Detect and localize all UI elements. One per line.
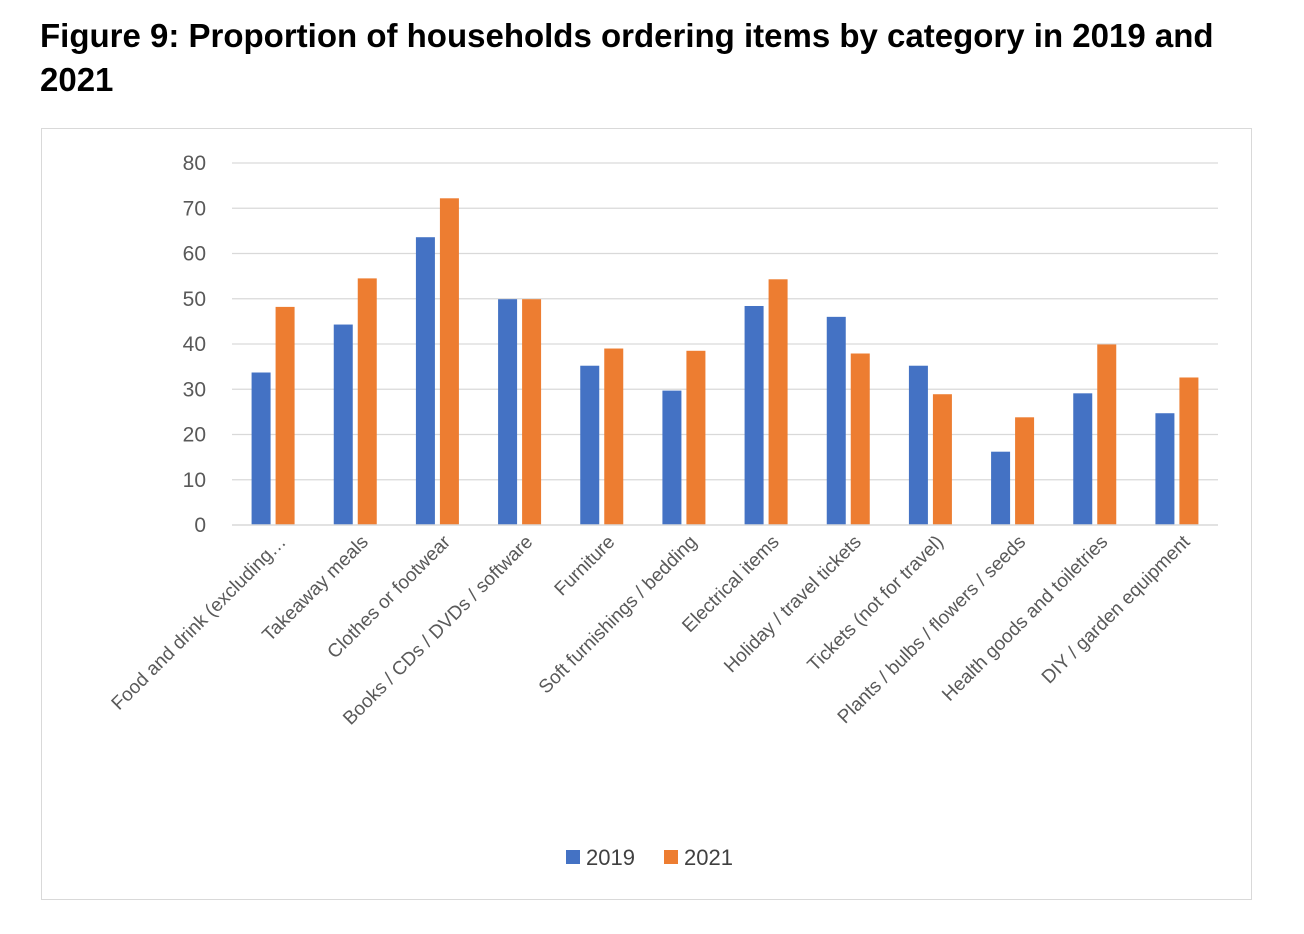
y-tick-label: 40 xyxy=(183,333,206,356)
bar-2019-0 xyxy=(251,372,271,525)
x-category-label: Tickets (not for travel) xyxy=(804,532,948,676)
y-tick-label: 30 xyxy=(183,378,206,401)
bar-2021-11 xyxy=(1179,377,1199,525)
legend-swatch-2019[interactable] xyxy=(566,850,580,864)
x-category-label: DIY / garden equipment xyxy=(1038,531,1195,688)
bar-2021-8 xyxy=(932,394,952,525)
bar-2021-3 xyxy=(522,299,542,525)
y-tick-label: 80 xyxy=(183,152,206,175)
y-tick-label: 20 xyxy=(183,424,206,447)
bars xyxy=(251,198,1199,526)
figure-title: Figure 9: Proportion of households order… xyxy=(40,17,1214,98)
bar-2019-5 xyxy=(662,390,682,525)
bar-2021-2 xyxy=(439,198,459,526)
y-tick-label: 70 xyxy=(183,197,206,220)
x-category-label: Soft furnishings / bedding xyxy=(535,532,701,698)
bar-2021-0 xyxy=(275,306,295,525)
bar-2019-4 xyxy=(580,365,600,525)
x-category-label: Holiday / travel tickets xyxy=(720,532,866,678)
legend[interactable]: 2019 2021 xyxy=(566,845,733,870)
y-axis-ticks: 0 10 20 30 40 50 60 70 80 xyxy=(183,152,206,537)
y-tick-label: 50 xyxy=(183,288,206,311)
x-category-label: Food and drink (excluding… xyxy=(108,532,291,715)
bar-2019-11 xyxy=(1155,413,1175,525)
legend-label-2019[interactable]: 2019 xyxy=(586,845,635,870)
bar-2021-6 xyxy=(768,279,788,525)
bar-2019-10 xyxy=(1073,393,1093,525)
chart-frame xyxy=(41,128,1252,900)
bar-2019-6 xyxy=(744,305,764,525)
x-category-label: Health goods and toiletries xyxy=(938,532,1112,706)
x-category-label: Furniture xyxy=(551,532,620,601)
y-tick-label: 10 xyxy=(183,469,206,492)
x-axis-labels: Food and drink (excluding…Takeaway meals… xyxy=(108,531,1195,729)
gridlines xyxy=(232,162,1218,481)
bar-2019-2 xyxy=(415,237,435,525)
bar-2021-9 xyxy=(1015,417,1035,525)
bar-2021-5 xyxy=(686,350,706,525)
bar-2021-1 xyxy=(357,278,377,525)
bar-2019-8 xyxy=(908,365,928,525)
bar-2019-3 xyxy=(498,299,518,525)
bar-2021-4 xyxy=(604,348,624,525)
bar-2019-7 xyxy=(826,316,846,525)
bar-2019-9 xyxy=(991,451,1011,525)
bar-2019-1 xyxy=(333,324,353,525)
bar-2021-10 xyxy=(1097,344,1117,525)
bar-2021-7 xyxy=(850,353,870,525)
legend-label-2021[interactable]: 2021 xyxy=(684,845,733,870)
y-tick-label: 60 xyxy=(183,243,206,266)
y-tick-label: 0 xyxy=(194,514,206,537)
legend-swatch-2021[interactable] xyxy=(664,850,678,864)
